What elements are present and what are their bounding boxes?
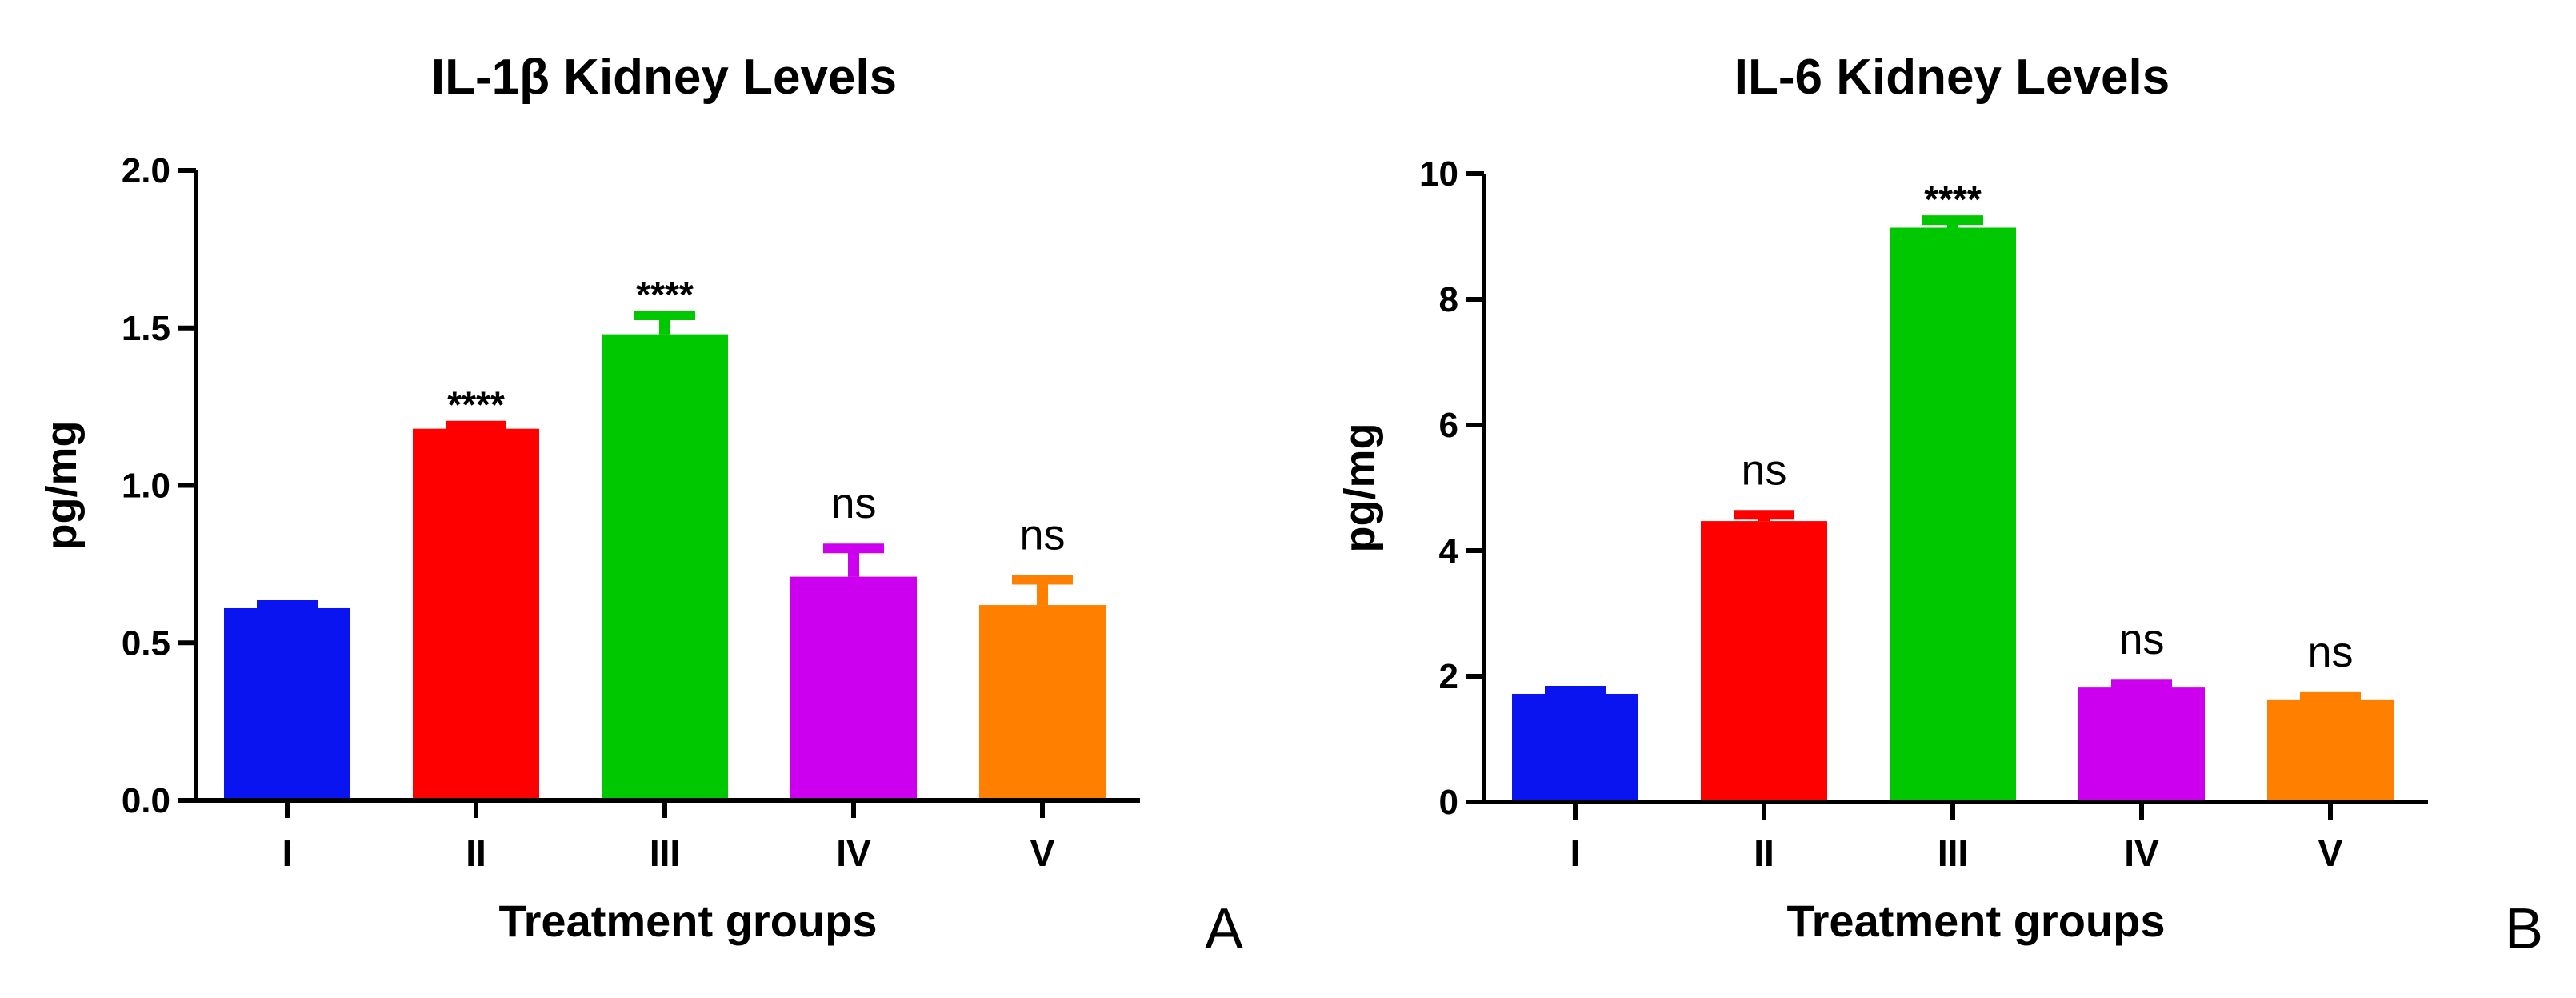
significance-label: **** [447, 384, 505, 426]
significance-label: ns [2307, 628, 2353, 676]
x-tick-label: II [1754, 832, 1774, 874]
significance-label: **** [636, 274, 694, 315]
x-axis-label: Treatment groups [1787, 896, 2166, 946]
x-tick-label: V [2318, 832, 2343, 874]
x-tick-label: IV [836, 832, 871, 874]
x-tick-label: IV [2124, 832, 2159, 874]
significance-label: ns [830, 479, 876, 527]
x-tick-label: I [1570, 832, 1581, 874]
significance-label: ns [1019, 511, 1065, 559]
y-tick-label: 8 [1439, 280, 1458, 319]
bar-II [1701, 521, 1827, 802]
bar-I [224, 607, 350, 800]
y-tick-label: 0.0 [122, 781, 170, 820]
x-tick-label: III [1938, 832, 1968, 874]
x-axis-label: Treatment groups [499, 896, 878, 946]
bar-II [413, 428, 539, 800]
significance-label: ns [1741, 446, 1786, 494]
y-tick-label: 4 [1439, 531, 1459, 571]
x-tick-label: I [282, 832, 293, 874]
y-tick-label: 1.5 [122, 309, 170, 348]
y-tick-label: 2 [1439, 657, 1458, 696]
bar-V [979, 605, 1106, 800]
bar-III [602, 334, 728, 800]
y-tick-label: 2.0 [122, 151, 170, 190]
chart-title: IL-6 Kidney Levels [1734, 50, 2170, 105]
y-tick-label: 1.0 [122, 467, 170, 506]
bar-IV [790, 576, 917, 800]
x-tick-label: II [466, 832, 486, 874]
chart-panel-a: IL-1β Kidney Levels I **** II **** III ns IV ns V… [38, 50, 1243, 961]
significance-label: ns [2118, 615, 2164, 663]
significance-label: **** [1924, 178, 1982, 220]
y-axis-label: pg/mg [38, 421, 86, 551]
y-tick-label: 0.5 [122, 623, 170, 663]
bar-III [1890, 227, 2016, 802]
bar-IV [2078, 687, 2205, 802]
chart-panel-b: IL-6 Kidney Levels Ins II **** III ns IV ns V 0 2 4… [1336, 50, 2543, 961]
chart-title: IL-1β Kidney Levels [431, 50, 897, 105]
y-tick-label: 0 [1439, 783, 1458, 822]
panel-label: B [2505, 897, 2543, 961]
bar-V [2267, 699, 2394, 802]
x-tick-label: V [1030, 832, 1055, 874]
bar-I [1512, 693, 1638, 802]
y-tick-label: 6 [1439, 406, 1458, 445]
panel-label: A [1205, 897, 1243, 961]
y-axis-label: pg/mg [1336, 423, 1384, 553]
y-tick-label: 10 [1419, 154, 1458, 194]
x-tick-label: III [650, 832, 680, 874]
